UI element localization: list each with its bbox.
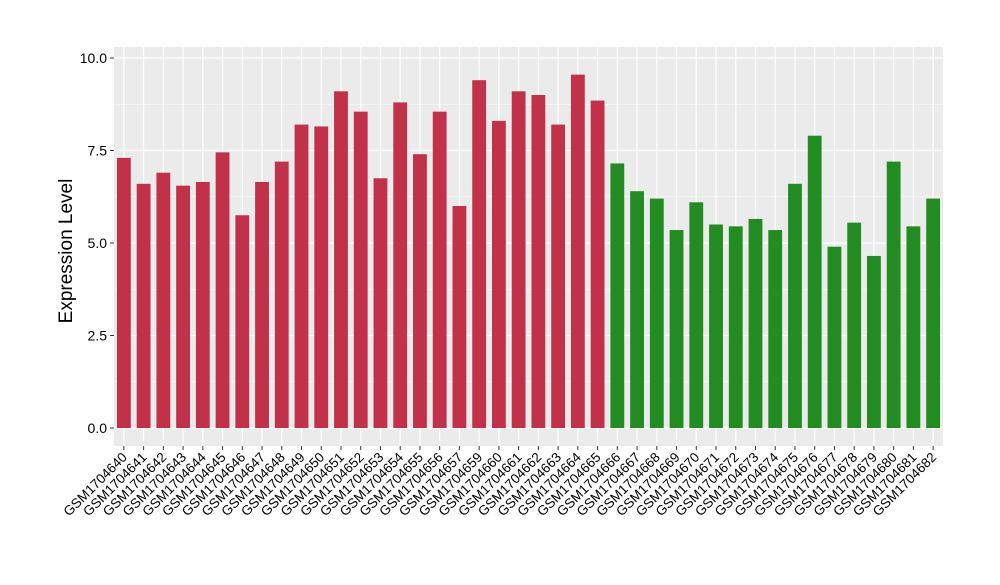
bar-GSM1704678: [847, 222, 862, 428]
bars: [116, 74, 941, 429]
bar-GSM1704673: [748, 218, 763, 428]
bar-GSM1704669: [669, 230, 684, 428]
bar-GSM1704647: [255, 181, 269, 428]
bar-GSM1704663: [551, 124, 566, 428]
y-tick-label: 7.5: [88, 143, 108, 159]
x-axis: GSM1704640GSM1704641GSM1704642GSM1704643…: [60, 446, 939, 519]
bar-GSM1704656: [432, 111, 447, 429]
bar-GSM1704649: [294, 124, 309, 428]
bar-GSM1704677: [827, 246, 842, 428]
bar-GSM1704676: [807, 135, 822, 428]
bar-GSM1704679: [867, 255, 881, 428]
bar-GSM1704675: [788, 183, 802, 428]
y-axis: 0.0 2.5 5.0 7.5 10.0: [80, 50, 114, 436]
bar-GSM1704644: [195, 181, 210, 428]
y-axis-label: Expression Level: [56, 179, 77, 324]
bar-GSM1704670: [689, 202, 704, 428]
bar-GSM1704650: [314, 126, 329, 428]
bar-GSM1704655: [413, 154, 427, 428]
bar-GSM1704654: [393, 102, 408, 429]
bar-GSM1704660: [491, 120, 506, 429]
bar-GSM1704682: [926, 198, 941, 428]
bar-GSM1704653: [373, 178, 388, 428]
minor-gridlines: [114, 103, 943, 383]
y-tick-label: 2.5: [88, 328, 108, 344]
bar-GSM1704661: [511, 91, 526, 429]
bar-GSM1704681: [906, 226, 921, 428]
bar-GSM1704652: [353, 111, 368, 429]
bar-GSM1704645: [215, 152, 230, 428]
y-tick-label: 0.0: [88, 420, 108, 436]
bar-GSM1704666: [610, 163, 625, 428]
bar-GSM1704665: [590, 100, 605, 429]
bar-GSM1704671: [709, 224, 723, 428]
y-tick-label: 10.0: [80, 50, 107, 66]
bar-GSM1704674: [768, 230, 783, 428]
bar-GSM1704659: [472, 80, 487, 428]
bar-GSM1704640: [116, 157, 131, 428]
bar-GSM1704646: [235, 215, 250, 428]
bar-GSM1704672: [728, 226, 743, 428]
y-tick-label: 5.0: [88, 235, 108, 251]
bar-GSM1704648: [274, 161, 289, 428]
bar-GSM1704643: [176, 185, 190, 428]
bar-GSM1704664: [570, 74, 585, 429]
bar-GSM1704641: [136, 183, 151, 428]
bar-GSM1704668: [649, 198, 664, 428]
bar-GSM1704657: [452, 206, 467, 428]
bar-GSM1704651: [334, 91, 348, 429]
bar-GSM1704680: [886, 161, 901, 428]
bar-GSM1704642: [156, 172, 171, 428]
plot-panel: [114, 47, 943, 446]
bar-GSM1704667: [630, 191, 644, 428]
bar-GSM1704662: [531, 95, 546, 428]
